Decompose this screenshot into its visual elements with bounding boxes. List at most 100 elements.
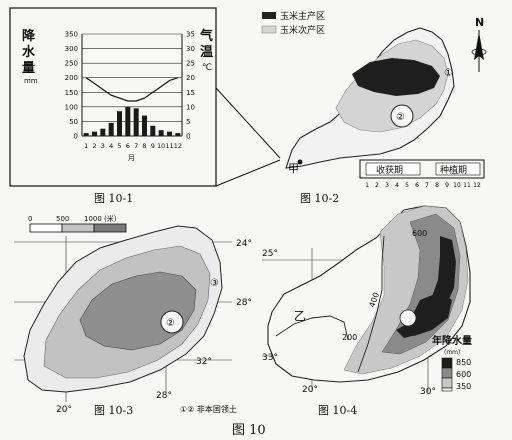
fig3-scale-label-500: 500 [56, 215, 69, 223]
fig2-harvest-box [365, 162, 421, 176]
fig1-month-label: 2 [92, 142, 96, 150]
fig3-scale-label-unit: (米) [104, 214, 117, 223]
fig1-caption: 图 10-1 [94, 192, 133, 205]
fig3-lon-label-20: 20° [56, 405, 72, 415]
fig2-month-label: 5 [405, 182, 409, 189]
fig1-left-title-1: 降 [22, 28, 36, 44]
fig1-left-tick-label: 300 [65, 45, 78, 53]
fig4-lon-label-30: 30° [420, 387, 436, 397]
fig4-legend-swatch-850 [441, 357, 453, 369]
fig3-lon-label-28: 28° [156, 391, 172, 401]
fig4-lat-label-25: 25° [262, 249, 278, 259]
fig1-right-tick-label: 15 [186, 89, 195, 97]
fig1-right-tick-label: 10 [186, 103, 195, 111]
fig1-precip-bar [100, 128, 106, 136]
fig1-precip-bar [117, 111, 122, 136]
fig1-left-ticks: 350 300 250 200 150 100 50 0 [65, 31, 78, 141]
fig2-legend-main-swatch [262, 12, 276, 19]
fig4-region-label: 乙 [294, 309, 306, 323]
fig1-right-tick-label: 5 [186, 118, 190, 126]
fig2-month-label: 1 [365, 182, 369, 189]
fig1-right-ticks: 35 30 25 20 15 10 5 0 [186, 31, 195, 141]
fig3-caption: 图 10-3 [94, 404, 133, 417]
fig1-left-tick-label: 250 [65, 60, 78, 68]
fig1-left-title-3: 量 [22, 61, 35, 76]
fig1-left-tick-label: 100 [65, 103, 78, 111]
fig1-month-label: 7 [134, 142, 138, 150]
fig2-sowing-box [435, 162, 481, 176]
fig2-month-label: 7 [425, 182, 429, 189]
fig1-left-tick-label: 0 [74, 133, 78, 141]
fig4-isoline-400 [357, 235, 385, 373]
fig3-lat-label-28: 28° [236, 298, 252, 308]
fig3-scale-500-1000 [61, 223, 95, 233]
fig1-precip-bar [125, 106, 131, 136]
fig3-lat-label-32: 32° [196, 357, 212, 367]
fig1-month-label: 6 [126, 142, 130, 150]
fig3-mark-3: ③ [210, 278, 219, 289]
callout-line-top [215, 87, 281, 159]
fig3-lat-label-24: 24° [236, 239, 252, 249]
fig3-enclave-2 [160, 310, 184, 334]
north-arrow-icon: N [471, 16, 487, 72]
fig1-left-tick-label: 150 [65, 89, 78, 97]
fig3-note: ①② 非本国领土 [180, 404, 237, 414]
fig3-mark-2: ② [166, 318, 175, 329]
fig1-precip-bar [92, 131, 97, 136]
fig1-precip-bar [158, 130, 164, 136]
fig1-month-labels: 1 2 3 4 5 6 7 8 9 10 11 12 [84, 142, 182, 150]
figure-title: 图 10 [232, 423, 266, 438]
fig4-legend-swatch-350 [441, 377, 453, 389]
fig1-month-label: 12 [174, 142, 182, 150]
fig2-north-label: N [475, 16, 484, 29]
fig3-scale-label-0: 0 [28, 215, 32, 223]
fig1-right-tick-label: 25 [186, 60, 195, 68]
fig1-left-tick-label: 200 [65, 74, 78, 82]
fig2-month-label: 8 [435, 182, 439, 189]
fig3-scale-0-500 [29, 223, 63, 233]
fig1-precip-bar [83, 133, 89, 136]
fig2-enclave-2 [390, 104, 414, 128]
fig2-month-label: 4 [395, 182, 399, 189]
fig4-lon-label-20: 20° [302, 385, 318, 395]
fig2-main-area [352, 58, 440, 96]
fig4-legend-title: 年降水量 [432, 334, 472, 347]
fig4-legend-swatch-low [441, 387, 453, 392]
fig4-legend: 年降水量 (mm) 850 600 350 [432, 334, 472, 392]
fig1-month-label: 3 [101, 142, 105, 150]
fig2-month-label: 10 [453, 182, 461, 189]
fig4-isoline-label-200: 200 [342, 333, 357, 342]
fig1-month-label: 9 [151, 142, 155, 150]
fig1-right-unit: ℃ [202, 63, 212, 73]
fig1-precip-bar [142, 115, 147, 136]
fig1-gridlines [82, 33, 182, 137]
fig2-mark-2: ② [396, 112, 405, 123]
fig4-legend-swatch-600 [441, 367, 453, 379]
fig4-legend-850: 850 [456, 358, 471, 367]
fig4-isoline-label-600: 600 [412, 229, 427, 238]
fig2-point-jia [297, 159, 303, 165]
fig1-month-label: 10 [157, 142, 165, 150]
fig1-precip-bars [83, 106, 181, 136]
fig1-month-label: 5 [117, 142, 121, 150]
fig4-isoline-200 [275, 315, 349, 341]
fig1-precip-bar [150, 125, 156, 136]
fig2-legend-secondary-swatch [261, 25, 277, 34]
fig2-caption: 图 10-2 [300, 192, 339, 205]
fig1-precip-bar [167, 131, 172, 136]
fig2-legend-secondary: 玉米次产区 [280, 24, 325, 36]
fig2-month-label: 2 [375, 182, 379, 189]
fig1-month-label: 8 [142, 142, 146, 150]
fig4-enclave [399, 309, 417, 327]
fig1-right-tick-label: 0 [186, 133, 190, 141]
fig4-highest-precip-2 [406, 292, 452, 336]
fig1-left-tick-label: 350 [65, 31, 78, 39]
fig4-lat-label-33: 33° [262, 353, 278, 363]
fig1-right-tick-label: 35 [186, 31, 195, 39]
fig2-month-label: 3 [385, 182, 389, 189]
fig3-scale-label-1000: 1000 [84, 215, 102, 223]
